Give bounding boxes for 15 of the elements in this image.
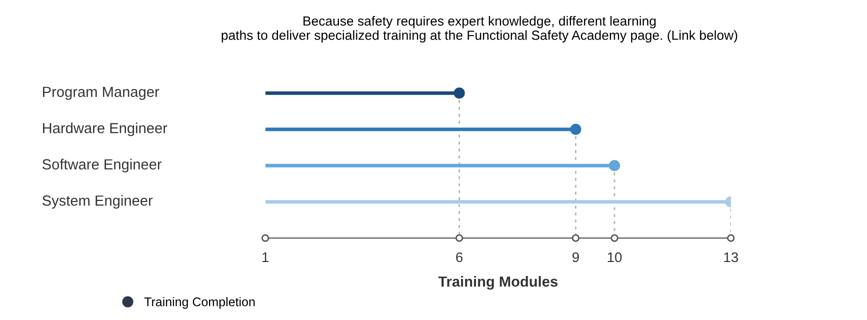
- point: [454, 88, 465, 99]
- x-axis-title: Training Modules: [438, 276, 558, 290]
- y-tick-label: Hardware Engineer: [43, 122, 168, 136]
- x-tick-label: 13: [724, 252, 738, 262]
- x-tick-label: 9: [572, 252, 579, 262]
- point: [608, 160, 620, 172]
- chart-title: Because safety requires expert knowledge, different learning paths to deliver specialized training at the Functional Safety Academy page. (Link below): [222, 16, 738, 43]
- y-tick-label: Program Manager: [43, 86, 160, 100]
- x-tick-label: 1: [262, 252, 268, 262]
- y-tick-label: System Engineer: [42, 195, 153, 209]
- x-tick-label: 10: [608, 252, 622, 262]
- y-tick-label: Software Engineer: [42, 158, 162, 172]
- x-tick-label: 6: [456, 252, 463, 262]
- text: Training Completion: [144, 297, 255, 309]
- point: [570, 124, 582, 135]
